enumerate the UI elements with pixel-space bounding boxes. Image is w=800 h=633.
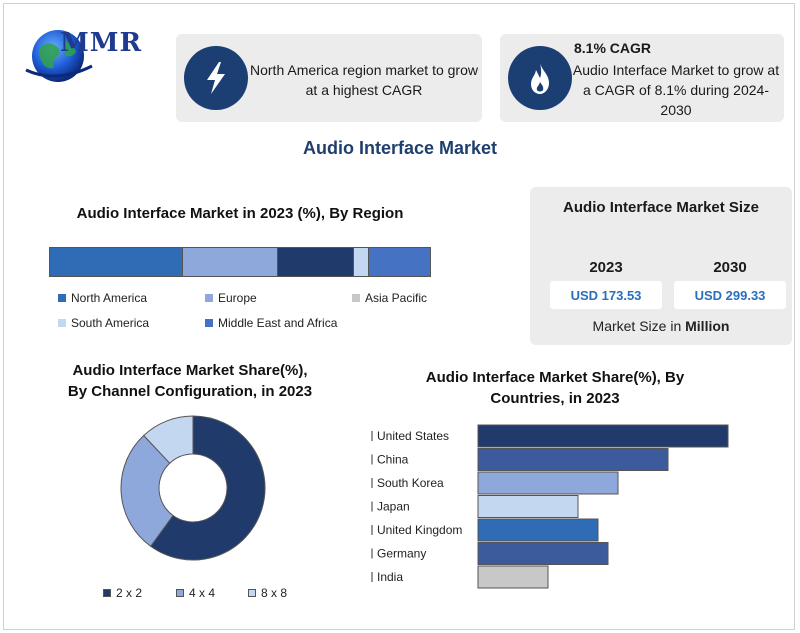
legend-label: North America [71,291,148,305]
card-text: North America region market to grow at a… [250,62,478,98]
legend-label: Europe [218,291,257,305]
region-chart-title: Audio Interface Market in 2023 (%), By R… [76,205,404,222]
legend-item-2-x-2: 2 x 2 [103,586,142,600]
legend-item-north-america: North America [58,291,147,305]
legend-item-8-x-8: 8 x 8 [248,586,287,600]
donut-slice-8-x-8 [143,415,194,464]
country-title-line-2: Countries, in 2023 [490,390,620,407]
channel-donut-chart [120,415,266,561]
country-bar-south-korea [477,471,619,495]
region-segment-europe [183,248,278,276]
market-size-panel: Audio Interface Market Size 2023 2030 US… [530,187,792,345]
logo-text: MMR [60,28,143,58]
flame-icon [508,46,572,110]
note-prefix: Market Size in [592,318,682,334]
country-label-japan: Japan [377,500,410,514]
legend-label: Asia Pacific [365,291,428,305]
mmr-logo [18,28,168,88]
legend-swatch [205,294,213,302]
legend-item-europe: Europe [205,291,257,305]
country-label-south-korea: South Korea [377,476,444,490]
market-size-note: Market Size in Million [530,318,792,334]
channel-chart-title: Audio Interface Market Share(%), By Chan… [40,360,340,402]
legend-swatch [58,319,66,327]
country-chart-title: Audio Interface Market Share(%), By Coun… [395,367,715,409]
infographic-frame [3,3,795,630]
country-bar-india [477,565,549,589]
globe-icon [25,30,93,82]
legend-swatch [176,589,184,597]
country-bar-germany [477,542,609,565]
legend-label: 8 x 8 [261,586,288,600]
country-bar-united-kingdom [477,518,599,542]
legend-swatch [352,294,360,302]
legend-label: 2 x 2 [116,586,143,600]
legend-item-south-america: South America [58,316,149,330]
country-bar-united-states [477,424,729,448]
country-bar-chart: United States China South Korea Japan United… [371,424,729,589]
donut-slice-2-x-2 [149,415,266,561]
legend-swatch [205,319,213,327]
legend-swatch [103,589,111,597]
card-text: Audio Interface Market to grow at a CAGR… [572,62,780,118]
channel-title-line-2: By Channel Configuration, in 2023 [67,383,313,400]
region-stacked-bar [49,247,431,277]
country-bar-japan [477,495,579,518]
country-label-china: China [377,453,409,467]
value-2023: USD 173.53 [550,281,662,309]
year-2030-label: 2030 [713,259,747,276]
legend-swatch [58,294,66,302]
highlight-card-region: North America region market to grow at a… [176,34,482,122]
main-title: Audio Interface Market [302,138,498,158]
legend-item-middle-east-and-africa: Middle East and Africa [205,316,337,330]
region-segment-south-america [354,248,370,276]
channel-title-line-1: Audio Interface Market Share(%), [72,362,308,379]
country-label-germany: Germany [377,547,426,561]
country-label-united-kingdom: United Kingdom [377,523,462,537]
lightning-icon [184,46,248,110]
value-2030: USD 299.33 [674,281,786,309]
legend-swatch [248,589,256,597]
legend-label: Middle East and Africa [218,316,338,330]
region-segment-middle-east-and-africa [369,248,430,276]
legend-item-4-x-4: 4 x 4 [176,586,215,600]
note-unit: Million [685,318,730,334]
legend-item-asia-pacific: Asia Pacific [352,291,427,305]
year-2023-label: 2023 [589,259,623,276]
market-size-title: Audio Interface Market Size [563,199,759,216]
region-segment-north-america [50,248,183,276]
legend-label: 4 x 4 [189,586,216,600]
country-label-united-states: United States [377,429,449,443]
highlight-card-cagr: 8.1% CAGR Audio Interface Market to grow… [500,34,784,122]
card-title: 8.1% CAGR [574,40,652,56]
donut-slice-4-x-4 [120,434,174,547]
country-label-india: India [377,570,403,584]
country-bar-china [477,448,669,471]
legend-label: South America [71,316,150,330]
country-title-line-1: Audio Interface Market Share(%), By [425,369,685,386]
region-segment-asia-pacific [278,248,354,276]
